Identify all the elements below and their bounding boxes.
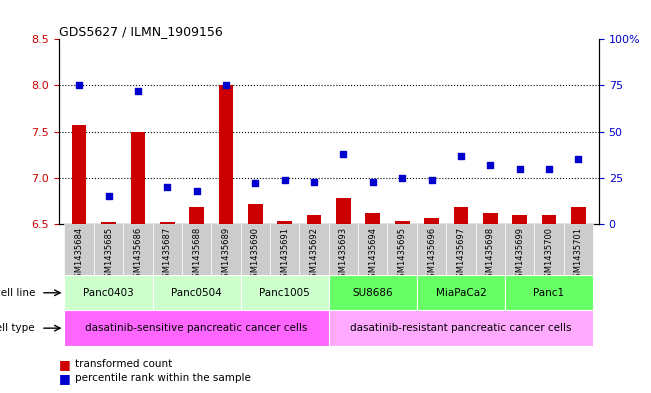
- Point: [485, 162, 495, 168]
- Text: GSM1435685: GSM1435685: [104, 226, 113, 283]
- Text: Panc1: Panc1: [533, 288, 564, 298]
- Bar: [182, 224, 212, 275]
- Point: [426, 176, 437, 183]
- Text: ■: ■: [59, 371, 70, 385]
- Bar: [512, 215, 527, 224]
- Bar: [395, 221, 409, 224]
- Bar: [299, 224, 329, 275]
- Text: GSM1435687: GSM1435687: [163, 226, 172, 283]
- Point: [544, 165, 554, 172]
- Text: GSM1435684: GSM1435684: [75, 226, 83, 283]
- Text: GSM1435691: GSM1435691: [280, 226, 289, 283]
- Bar: [64, 310, 329, 346]
- Bar: [160, 222, 174, 224]
- Bar: [189, 208, 204, 224]
- Bar: [219, 86, 233, 224]
- Bar: [307, 215, 322, 224]
- Point: [162, 184, 173, 190]
- Bar: [241, 224, 270, 275]
- Point: [104, 193, 114, 199]
- Point: [514, 165, 525, 172]
- Bar: [534, 224, 564, 275]
- Text: Panc1005: Panc1005: [259, 288, 310, 298]
- Point: [250, 180, 260, 187]
- Bar: [446, 224, 476, 275]
- Text: GSM1435693: GSM1435693: [339, 226, 348, 283]
- Point: [279, 176, 290, 183]
- Bar: [131, 132, 145, 224]
- Bar: [336, 198, 351, 224]
- Bar: [123, 224, 152, 275]
- Bar: [454, 208, 468, 224]
- Point: [309, 178, 319, 185]
- Text: GSM1435686: GSM1435686: [133, 226, 143, 283]
- Bar: [542, 215, 557, 224]
- Text: SU8686: SU8686: [352, 288, 393, 298]
- Text: GSM1435692: GSM1435692: [310, 226, 318, 283]
- Bar: [505, 275, 593, 310]
- Text: GSM1435690: GSM1435690: [251, 226, 260, 283]
- Text: GSM1435698: GSM1435698: [486, 226, 495, 283]
- Bar: [365, 213, 380, 224]
- Text: Panc0504: Panc0504: [171, 288, 222, 298]
- Bar: [417, 275, 505, 310]
- Bar: [571, 208, 586, 224]
- Text: cell type: cell type: [0, 323, 35, 333]
- Text: GSM1435694: GSM1435694: [368, 226, 378, 283]
- Bar: [241, 275, 329, 310]
- Bar: [248, 204, 263, 224]
- Point: [397, 174, 408, 181]
- Bar: [329, 224, 358, 275]
- Text: GSM1435688: GSM1435688: [192, 226, 201, 283]
- Bar: [101, 222, 116, 224]
- Bar: [505, 224, 534, 275]
- Bar: [476, 224, 505, 275]
- Text: percentile rank within the sample: percentile rank within the sample: [75, 373, 251, 383]
- Bar: [277, 221, 292, 224]
- Text: dasatinib-resistant pancreatic cancer cells: dasatinib-resistant pancreatic cancer ce…: [350, 323, 572, 333]
- Bar: [152, 275, 241, 310]
- Bar: [270, 224, 299, 275]
- Text: GSM1435689: GSM1435689: [221, 226, 230, 283]
- Bar: [358, 224, 387, 275]
- Point: [74, 83, 85, 89]
- Point: [368, 178, 378, 185]
- Bar: [329, 275, 417, 310]
- Bar: [564, 224, 593, 275]
- Point: [339, 151, 349, 157]
- Bar: [152, 224, 182, 275]
- Bar: [387, 224, 417, 275]
- Text: GSM1435701: GSM1435701: [574, 226, 583, 283]
- Bar: [424, 218, 439, 224]
- Bar: [417, 224, 446, 275]
- Text: Panc0403: Panc0403: [83, 288, 134, 298]
- Text: cell line: cell line: [0, 288, 35, 298]
- Text: GSM1435699: GSM1435699: [515, 226, 524, 283]
- Text: GSM1435695: GSM1435695: [398, 226, 407, 283]
- Bar: [72, 125, 87, 224]
- Text: GSM1435697: GSM1435697: [456, 226, 465, 283]
- Bar: [483, 213, 497, 224]
- Bar: [329, 310, 593, 346]
- Point: [221, 83, 231, 89]
- Bar: [212, 224, 241, 275]
- Bar: [94, 224, 123, 275]
- Point: [191, 187, 202, 194]
- Bar: [64, 275, 152, 310]
- Point: [133, 88, 143, 94]
- Text: GDS5627 / ILMN_1909156: GDS5627 / ILMN_1909156: [59, 25, 223, 38]
- Text: GSM1435696: GSM1435696: [427, 226, 436, 283]
- Text: dasatinib-sensitive pancreatic cancer cells: dasatinib-sensitive pancreatic cancer ce…: [85, 323, 308, 333]
- Bar: [64, 224, 94, 275]
- Point: [456, 152, 466, 159]
- Text: transformed count: transformed count: [75, 359, 172, 369]
- Text: GSM1435700: GSM1435700: [544, 226, 553, 283]
- Text: ■: ■: [59, 358, 70, 371]
- Point: [573, 156, 583, 163]
- Text: MiaPaCa2: MiaPaCa2: [436, 288, 486, 298]
